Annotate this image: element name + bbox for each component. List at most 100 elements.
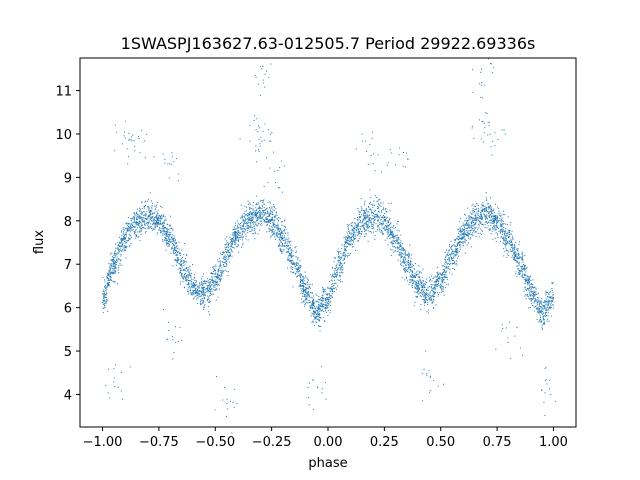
scatter-point <box>115 264 117 265</box>
scatter-point <box>473 224 475 226</box>
scatter-point <box>417 293 419 295</box>
scatter-point <box>143 214 145 216</box>
scatter-point <box>374 213 376 215</box>
scatter-point <box>139 231 141 233</box>
scatter-point <box>486 207 488 209</box>
scatter-point <box>121 231 123 233</box>
scatter-point <box>202 289 204 291</box>
scatter-point <box>409 264 411 266</box>
scatter-point <box>450 240 452 242</box>
scatter-point <box>349 243 351 245</box>
scatter-point <box>538 305 540 307</box>
scatter-point <box>203 290 205 292</box>
scatter-point <box>461 236 463 238</box>
scatter-point <box>181 249 183 251</box>
scatter-point <box>513 256 515 258</box>
scatter-point <box>214 284 216 286</box>
scatter-point <box>335 275 337 277</box>
scatter-point <box>458 255 460 257</box>
scatter-point <box>133 232 135 234</box>
scatter-point <box>317 298 319 300</box>
scatter-point <box>315 316 317 318</box>
scatter-point <box>363 210 365 212</box>
scatter-point <box>444 274 446 276</box>
scatter-point <box>232 232 234 234</box>
scatter-point <box>235 235 237 237</box>
scatter-point <box>412 264 414 266</box>
scatter-point <box>505 235 507 237</box>
scatter-point <box>503 222 505 224</box>
scatter-point <box>413 276 415 277</box>
scatter-point <box>272 231 274 233</box>
scatter-point <box>515 248 517 250</box>
scatter-point <box>151 227 153 229</box>
scatter-point <box>380 205 382 207</box>
scatter-point <box>242 214 244 216</box>
scatter-point <box>465 227 467 229</box>
scatter-point <box>548 302 550 304</box>
scatter-point <box>539 303 541 305</box>
scatter-point <box>169 233 171 235</box>
scatter-point <box>401 250 403 252</box>
scatter-point <box>137 214 139 216</box>
scatter-point <box>445 274 447 276</box>
scatter-point <box>387 221 389 223</box>
scatter-point <box>256 212 258 214</box>
scatter-point <box>149 217 151 219</box>
scatter-point <box>354 238 356 240</box>
scatter-point <box>502 237 504 239</box>
scatter-point <box>202 293 204 295</box>
scatter-point <box>142 226 144 228</box>
scatter-point <box>103 295 105 297</box>
scatter-point <box>272 216 274 218</box>
scatter-point <box>305 298 307 300</box>
scatter-point <box>537 312 539 314</box>
scatter-point <box>511 235 513 237</box>
scatter-point <box>448 257 450 259</box>
scatter-point <box>293 262 295 264</box>
scatter-point <box>423 299 425 301</box>
scatter-point <box>201 275 203 277</box>
scatter-point <box>145 230 147 232</box>
scatter-point <box>473 227 475 229</box>
scatter-point <box>226 265 228 267</box>
scatter-point <box>422 291 424 293</box>
scatter-point <box>254 228 256 230</box>
scatter-point <box>301 279 303 281</box>
scatter-point <box>391 242 393 244</box>
scatter-point <box>186 284 188 286</box>
scatter-point <box>471 227 473 229</box>
scatter-point <box>423 283 425 285</box>
scatter-point <box>450 254 452 256</box>
scatter-point <box>138 235 140 237</box>
scatter-point <box>418 281 420 283</box>
scatter-point <box>163 231 165 233</box>
scatter-point <box>534 301 536 303</box>
scatter-point <box>281 231 283 233</box>
scatter-point <box>376 229 378 231</box>
scatter-point <box>170 252 172 254</box>
scatter-point <box>140 211 142 213</box>
scatter-point <box>404 279 406 281</box>
scatter-point <box>322 300 324 302</box>
scatter-point <box>330 309 332 311</box>
scatter-point <box>519 241 521 243</box>
scatter-point <box>466 244 468 246</box>
scatter-point <box>205 281 207 283</box>
scatter-point <box>521 253 523 255</box>
scatter-point <box>186 275 188 277</box>
scatter-point <box>509 243 511 245</box>
scatter-point <box>506 242 508 244</box>
scatter-point <box>325 305 327 307</box>
scatter-point <box>464 227 466 229</box>
scatter-point <box>365 217 367 219</box>
scatter-point <box>481 229 483 231</box>
scatter-point <box>361 225 363 227</box>
scatter-point <box>177 260 179 262</box>
scatter-point <box>294 266 296 268</box>
scatter-point <box>379 223 381 225</box>
scatter-point <box>203 306 205 308</box>
scatter-point <box>237 230 239 232</box>
scatter-point <box>244 228 246 230</box>
scatter-point <box>505 244 507 246</box>
